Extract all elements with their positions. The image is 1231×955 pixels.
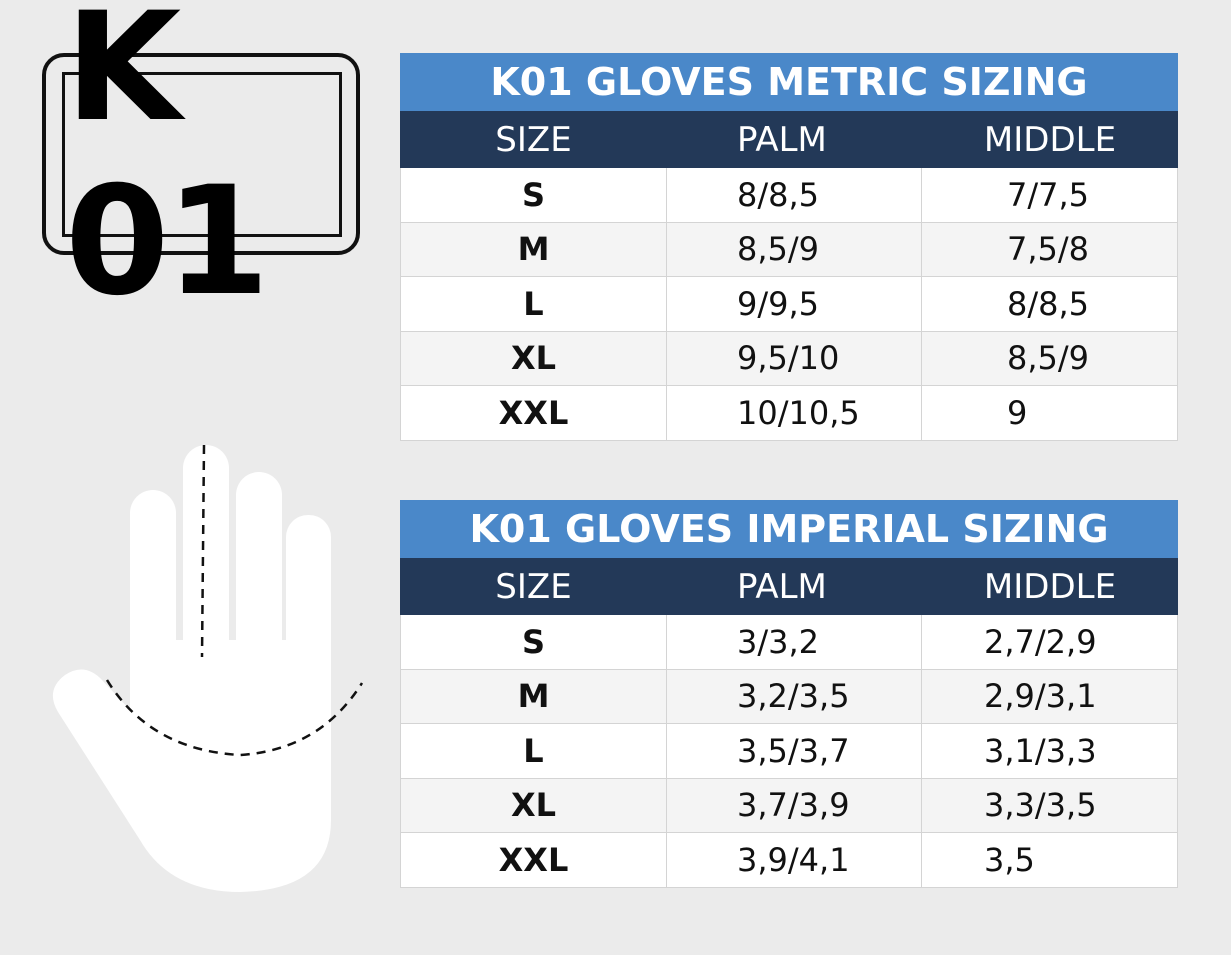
size-cell: L bbox=[400, 277, 667, 332]
size-cell: XXL bbox=[400, 833, 667, 888]
palm-cell: 8,5/9 bbox=[667, 222, 922, 277]
size-cell: S bbox=[400, 168, 667, 223]
size-cell: XXL bbox=[400, 386, 667, 441]
table-title: K01 GLOVES IMPERIAL SIZING bbox=[400, 500, 1178, 558]
palm-cell: 10/10,5 bbox=[667, 386, 922, 441]
size-cell: M bbox=[400, 222, 667, 277]
middle-cell: 2,9/3,1 bbox=[922, 669, 1178, 724]
middle-cell: 7/7,5 bbox=[922, 168, 1178, 223]
size-cell: M bbox=[400, 669, 667, 724]
middle-cell: 3,3/3,5 bbox=[922, 778, 1178, 833]
column-header: MIDDLE bbox=[922, 111, 1178, 168]
middle-cell: 7,5/8 bbox=[922, 222, 1178, 277]
table-title: K01 GLOVES METRIC SIZING bbox=[400, 53, 1178, 111]
hand-illustration bbox=[52, 444, 364, 892]
palm-cell: 8/8,5 bbox=[667, 168, 922, 223]
logo-frame bbox=[42, 53, 360, 255]
size-cell: L bbox=[400, 724, 667, 779]
middle-cell: 9 bbox=[922, 386, 1178, 441]
middle-cell: 8/8,5 bbox=[922, 277, 1178, 332]
palm-cell: 9,5/10 bbox=[667, 331, 922, 386]
middle-cell: 8,5/9 bbox=[922, 331, 1178, 386]
palm-cell: 3,5/3,7 bbox=[667, 724, 922, 779]
middle-cell: 3,1/3,3 bbox=[922, 724, 1178, 779]
middle-cell: 2,7/2,9 bbox=[922, 615, 1178, 670]
middle-cell: 3,5 bbox=[922, 833, 1178, 888]
palm-cell: 3,2/3,5 bbox=[667, 669, 922, 724]
column-header: SIZE bbox=[400, 111, 667, 168]
palm-cell: 3/3,2 bbox=[667, 615, 922, 670]
palm-cell: 3,9/4,1 bbox=[667, 833, 922, 888]
column-header: PALM bbox=[667, 111, 922, 168]
size-cell: XL bbox=[400, 778, 667, 833]
column-header: SIZE bbox=[400, 558, 667, 615]
palm-cell: 3,7/3,9 bbox=[667, 778, 922, 833]
palm-cell: 9/9,5 bbox=[667, 277, 922, 332]
size-cell: XL bbox=[400, 331, 667, 386]
column-header: PALM bbox=[667, 558, 922, 615]
column-header: MIDDLE bbox=[922, 558, 1178, 615]
size-cell: S bbox=[400, 615, 667, 670]
